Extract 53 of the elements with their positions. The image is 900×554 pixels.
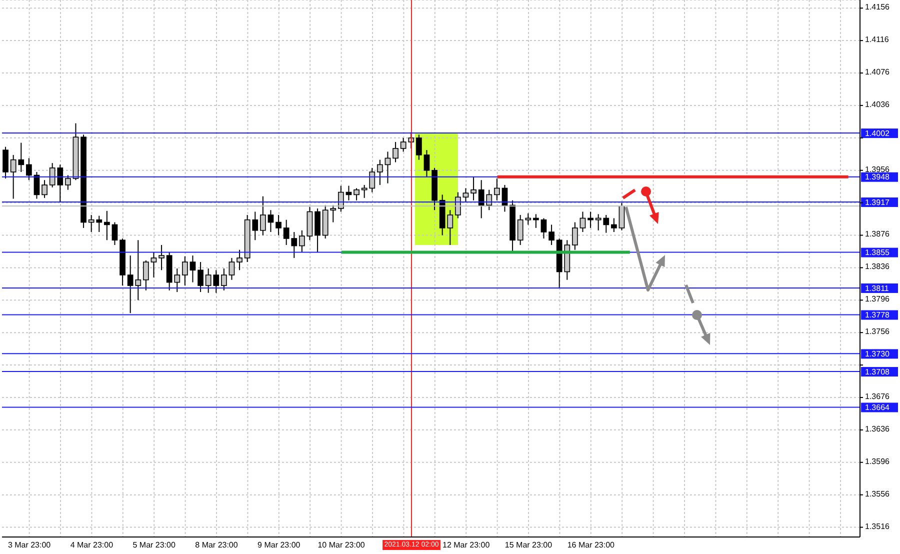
x-tick-label: 15 Mar 23:00 bbox=[504, 540, 553, 550]
candlestick bbox=[314, 208, 320, 253]
candlestick bbox=[580, 211, 586, 232]
ref-line-label: 1.3730 bbox=[865, 349, 890, 358]
y-tick-label: 1.3556 bbox=[865, 489, 890, 498]
candlestick bbox=[112, 222, 118, 246]
candlestick bbox=[416, 134, 422, 160]
y-tick-label: 1.3796 bbox=[865, 294, 890, 304]
x-tick-label: 12 Mar 23:00 bbox=[442, 540, 490, 550]
candlestick bbox=[198, 262, 204, 293]
ref-line-label: 1.3778 bbox=[865, 310, 890, 320]
candlestick bbox=[540, 218, 547, 239]
candlestick bbox=[611, 218, 617, 232]
candlestick bbox=[26, 158, 32, 181]
x-tick-label: 10 Mar 23:00 bbox=[318, 540, 366, 550]
ref-line-label: 1.4002 bbox=[865, 128, 890, 138]
ref-line-label: 1.3855 bbox=[865, 248, 890, 258]
y-tick-label: 1.3676 bbox=[865, 392, 890, 401]
y-tick-label: 1.3836 bbox=[865, 262, 890, 272]
candlestick bbox=[276, 214, 282, 236]
x-tick-label: 8 Mar 23:00 bbox=[195, 540, 238, 550]
candlestick bbox=[470, 176, 476, 201]
ref-line-label: 1.3948 bbox=[865, 172, 890, 182]
ref-line-label: 1.3708 bbox=[865, 367, 890, 376]
y-tick-label: 1.4076 bbox=[865, 68, 890, 77]
x-tick-label: 4 Mar 23:00 bbox=[70, 540, 114, 550]
candlestick bbox=[104, 210, 110, 241]
y-tick-label: 1.4156 bbox=[865, 2, 890, 12]
candlestick bbox=[392, 141, 398, 163]
x-tick-label: 9 Mar 23:00 bbox=[258, 540, 301, 550]
candlestick bbox=[65, 174, 71, 190]
y-tick-label: 1.3876 bbox=[865, 230, 890, 239]
candlestick bbox=[346, 185, 352, 201]
y-tick-label: 1.3596 bbox=[865, 456, 890, 466]
y-tick-label: 1.3756 bbox=[865, 327, 890, 336]
candlestick bbox=[548, 224, 554, 246]
candlestick bbox=[424, 150, 430, 178]
y-tick-label: 1.4116 bbox=[865, 35, 890, 44]
x-tick-label: 3 Mar 23:00 bbox=[8, 540, 52, 550]
y-tick-label: 1.3636 bbox=[865, 424, 890, 434]
candlestick bbox=[42, 180, 48, 198]
y-tick-label: 1.3956 bbox=[865, 164, 890, 174]
ref-line-label: 1.3811 bbox=[865, 284, 890, 293]
candlestick bbox=[190, 255, 196, 283]
ref-line-label: 1.3664 bbox=[865, 403, 890, 412]
x-tick-label: 5 Mar 23:00 bbox=[132, 540, 176, 550]
x-tick-label: 16 Mar 23:00 bbox=[567, 540, 616, 550]
candlestick bbox=[268, 210, 274, 232]
y-tick-label: 1.3516 bbox=[865, 522, 890, 531]
candlestick bbox=[354, 188, 360, 201]
ref-line-label: 1.3917 bbox=[865, 198, 890, 207]
y-tick-label: 1.4036 bbox=[865, 100, 890, 109]
candlestick bbox=[2, 146, 8, 179]
